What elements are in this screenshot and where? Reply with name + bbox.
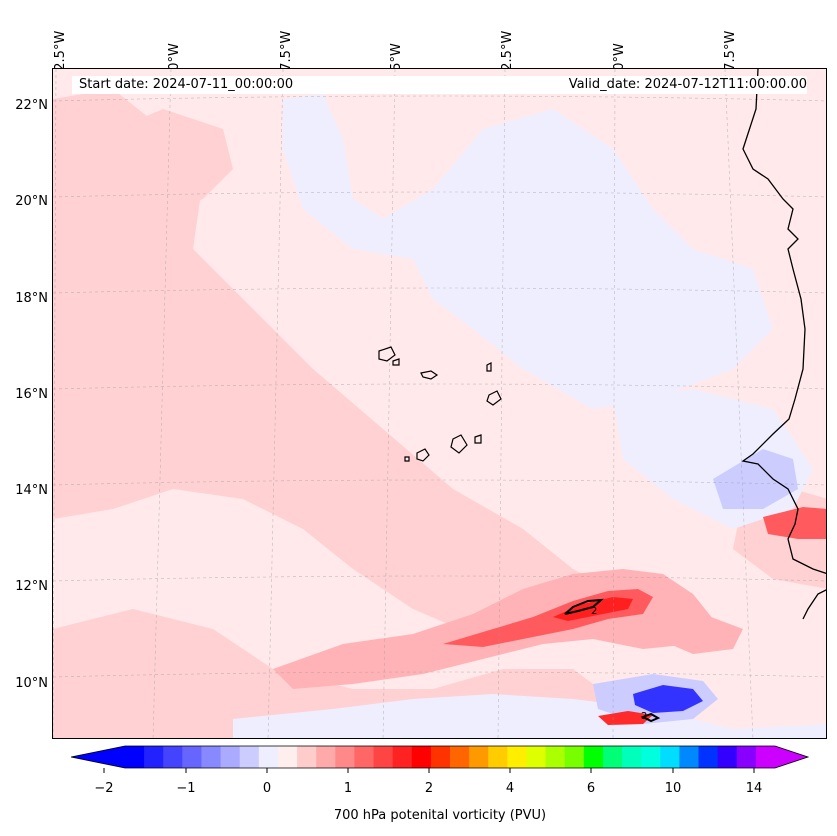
africa-coastline [741, 69, 826, 575]
pv-region-pink-north [83, 109, 233, 219]
colorbar-tick-neg1: −1 [176, 781, 196, 796]
colorbar-segment [660, 746, 680, 768]
colorbar-segment [335, 746, 355, 768]
lat-label-18n: 18°N [15, 291, 48, 306]
pv-region-blue-south [233, 694, 826, 738]
pv-contour-2-north [564, 598, 604, 615]
colorbar-segment [258, 746, 279, 768]
colorbar-segment [125, 746, 145, 768]
colorbar-segment [354, 746, 375, 768]
lat-label-12n: 12°N [15, 579, 48, 594]
graticule [53, 69, 826, 738]
lat-label-14n: 14°N [15, 483, 48, 498]
colorbar-tick-14: 14 [745, 781, 763, 796]
colorbar-segment [488, 746, 508, 768]
colorbar-segment [277, 746, 298, 768]
colorbar-outline [70, 745, 810, 769]
colorbar-segment [163, 746, 183, 768]
colorbar-tick-2: 2 [424, 781, 434, 796]
pv-region-red-south [598, 711, 653, 725]
pv-contour-label-north: 2 [591, 606, 597, 617]
colorbar-segment [622, 746, 642, 768]
pv-region-red-core [553, 597, 633, 621]
colorbar-segment [755, 746, 776, 768]
colorbar-segment [736, 746, 757, 768]
colorbar-max-extend [775, 746, 808, 768]
pv-field-map: 2 2 [53, 69, 826, 738]
colorbar-segment [679, 746, 700, 768]
pv-region-pink-southeast [653, 614, 743, 654]
colorbar-tick-1: 1 [343, 781, 353, 796]
pv-region-blue-coast [713, 449, 798, 509]
colorbar-segment [583, 746, 604, 768]
pv-region-deep-blue [633, 685, 703, 713]
colorbar-segment [297, 746, 317, 768]
africa-coastline-south [802, 589, 826, 620]
colorbar-segment [507, 746, 527, 768]
colorbar-segment [411, 746, 432, 768]
colorbar-segment [430, 746, 451, 768]
colorbar-segment [392, 746, 413, 768]
pv-region-pink-west [53, 89, 613, 639]
colorbar-segment [717, 746, 738, 768]
colorbar-title: 700 hPa potenital vorticity (PVU) [333, 808, 547, 823]
colorbar-segment [144, 746, 164, 768]
pv-region-blue-north [283, 94, 773, 409]
start-date-label: Start date: 2024-07-11_00:00:00 [79, 77, 294, 92]
colorbar-segment [450, 746, 470, 768]
colorbar-segment [545, 746, 566, 768]
colorbar-segment [373, 746, 394, 768]
date-header-bar [72, 76, 807, 94]
colorbar-tick-neg2: −2 [94, 781, 114, 796]
pv-contour-2-south [640, 712, 661, 723]
map-panel: 2 2 [52, 68, 827, 739]
colorbar-tick-6: 6 [586, 781, 596, 796]
colorbar-segment [602, 746, 623, 768]
lat-label-20n: 20°N [15, 194, 48, 209]
colorbar-segment [641, 746, 661, 768]
pv-region-red-east [763, 507, 826, 539]
lat-label-10n: 10°N [15, 676, 48, 691]
colorbar-segment [220, 746, 241, 768]
colorbar-tick-10: 10 [664, 781, 682, 796]
lat-label-16n: 16°N [15, 387, 48, 402]
colorbar-segment [469, 746, 489, 768]
colorbar-segment [182, 746, 202, 768]
valid-date-label: Valid_date: 2024-07-12T11:00:00.00 [568, 77, 807, 92]
colorbar-segment [201, 746, 222, 768]
colorbar-segment [316, 746, 336, 768]
colorbar-tick-0: 0 [262, 781, 272, 796]
colorbar-min-extend [71, 746, 125, 768]
cape-verde-islands [378, 346, 502, 462]
colorbar-segment [698, 746, 719, 768]
colorbar-segment [526, 746, 547, 768]
lat-label-22n: 22°N [15, 98, 48, 113]
colorbar [70, 745, 810, 773]
colorbar-segment [564, 746, 585, 768]
colorbar-segment [239, 746, 260, 768]
colorbar-tick-4: 4 [505, 781, 515, 796]
pv-contour-label-south: 2 [641, 711, 647, 722]
